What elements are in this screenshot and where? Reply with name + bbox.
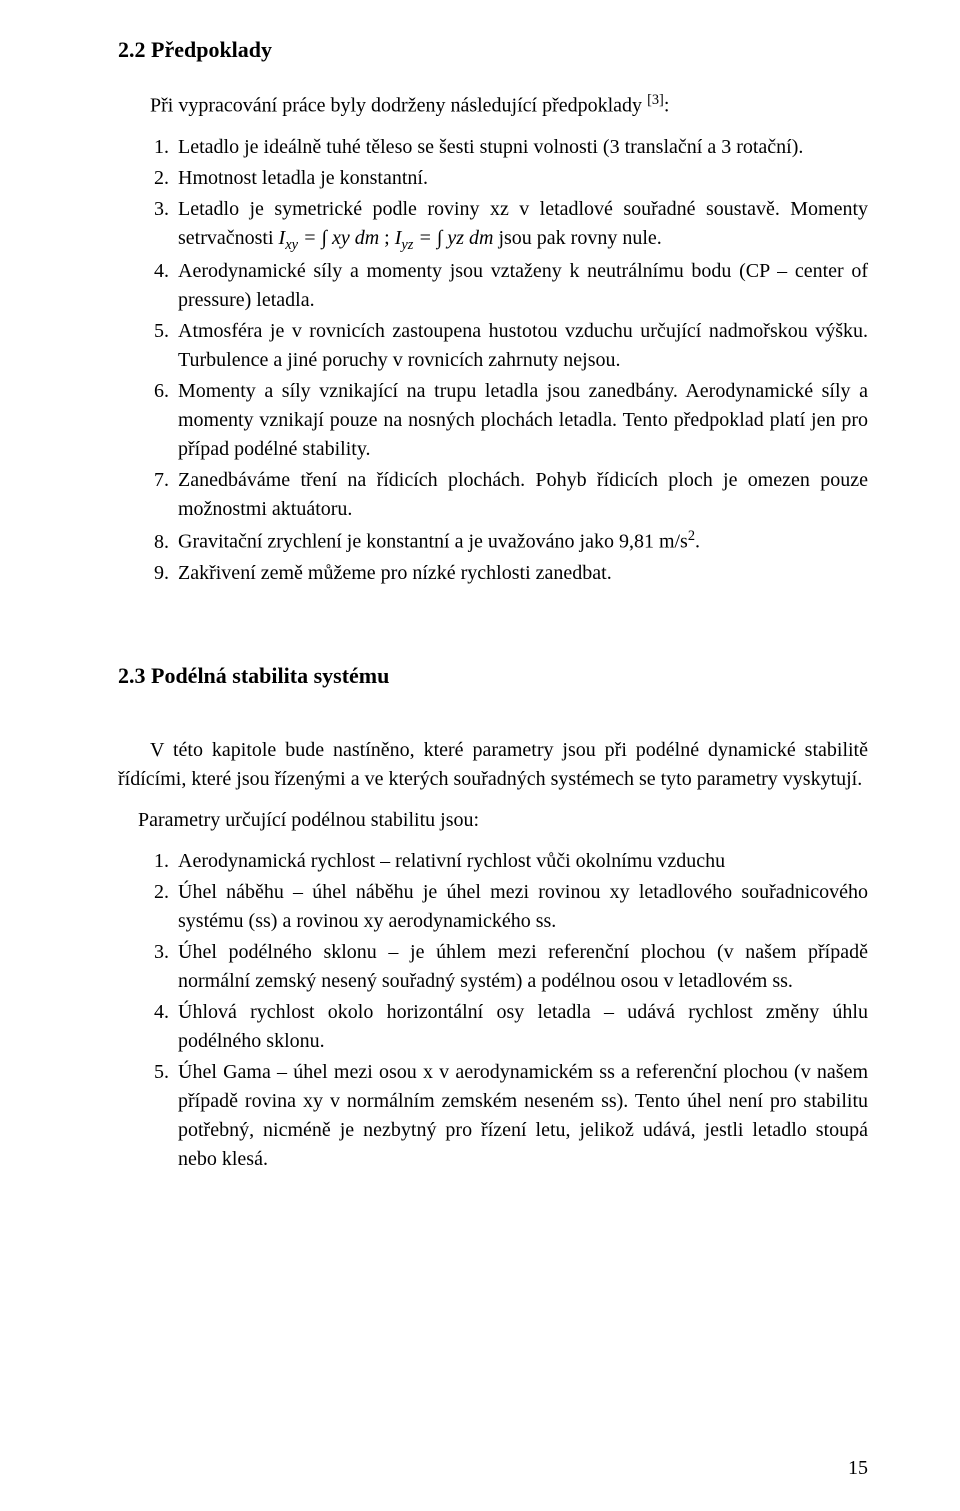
eq2-sub: yz — [401, 237, 413, 253]
sec1-intro-cite: [3] — [647, 92, 664, 108]
sec2-item-2: Úhel náběhu – úhel náběhu je úhel mezi r… — [174, 878, 868, 936]
sec1-item-2: Hmotnost letadla je konstantní. — [174, 164, 868, 193]
sec2-p2: Parametry určující podélnou stabilitu js… — [118, 806, 868, 835]
sec1-item-3b: jsou pak rovny nule. — [493, 227, 661, 249]
heading-2-3: 2.3 Podélná stabilita systému — [118, 660, 868, 692]
sec2-item-4: Úhlová rychlost okolo horizontální osy l… — [174, 998, 868, 1056]
sec2-item-5: Úhel Gama – úhel mezi osou x v aerodynam… — [174, 1058, 868, 1174]
sec1-item-1: Letadlo je ideálně tuhé těleso se šesti … — [174, 133, 868, 162]
sec1-item-8b: . — [695, 531, 700, 553]
eq1-rhs: = ∫ xy dm — [298, 227, 379, 249]
sec1-item-3-sep: ; — [379, 227, 395, 249]
page-number: 15 — [848, 1454, 868, 1483]
sec1-item-6: Momenty a síly vznikající na trupu letad… — [174, 377, 868, 464]
sec2-gap — [118, 716, 868, 736]
sec1-item-8-sup: 2 — [688, 528, 695, 544]
sec1-item-3: Letadlo je symetrické podle roviny xz v … — [174, 195, 868, 256]
sec2-item-1: Aerodynamická rychlost – relativní rychl… — [174, 847, 868, 876]
sec1-item-9: Zakřivení země můžeme pro nízké rychlost… — [174, 559, 868, 588]
sec1-item-3-eq2: Iyz = ∫ yz dm — [395, 227, 494, 249]
sec1-item-4: Aerodynamické síly a momenty jsou vztaže… — [174, 257, 868, 315]
sec1-intro: Při vypracování práce byly dodrženy násl… — [118, 90, 868, 121]
sec1-intro-suffix: : — [664, 95, 670, 117]
sec2-p1: V této kapitole bude nastíněno, které pa… — [92, 736, 868, 794]
sec1-intro-text: Při vypracování práce byly dodrženy násl… — [150, 95, 647, 117]
section-gap — [118, 590, 868, 660]
page-container: 2.2 Předpoklady Při vypracování práce by… — [0, 0, 960, 1511]
eq2-rhs: = ∫ yz dm — [413, 227, 493, 249]
sec2-list: Aerodynamická rychlost – relativní rychl… — [118, 847, 868, 1174]
sec1-item-8: Gravitační zrychlení je konstantní a je … — [174, 526, 868, 557]
eq1-sub: xy — [285, 237, 298, 253]
sec2-item-3: Úhel podélného sklonu – je úhlem mezi re… — [174, 938, 868, 996]
sec1-item-5: Atmosféra je v rovnicích zastoupena hust… — [174, 317, 868, 375]
sec1-item-3-eq1: Ixy = ∫ xy dm — [279, 227, 380, 249]
sec1-item-7: Zanedbáváme tření na řídicích plochách. … — [174, 466, 868, 524]
sec1-item-8a: Gravitační zrychlení je konstantní a je … — [178, 531, 688, 553]
sec1-list: Letadlo je ideálně tuhé těleso se šesti … — [118, 133, 868, 589]
heading-2-2: 2.2 Předpoklady — [118, 34, 868, 66]
